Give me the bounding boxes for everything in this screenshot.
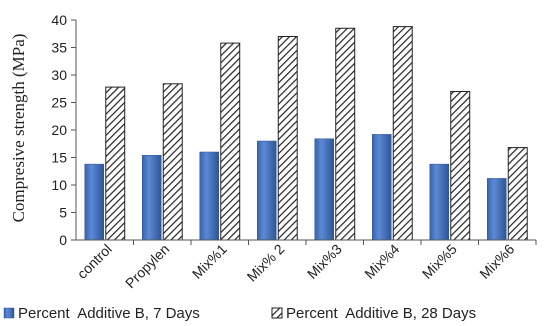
x-tick-label: Mix%1 — [189, 241, 230, 282]
x-tick-label: Mix%6 — [476, 241, 517, 282]
x-axis-labels: control Propylen Mix%1 Mix% 2 Mix%3 Mix%4 Mix%… — [74, 241, 518, 292]
bar-28-days — [105, 86, 126, 241]
bar-7-days — [314, 138, 334, 241]
bar-28-days — [220, 42, 241, 241]
y-tick-label: 15 — [51, 150, 67, 166]
x-tick-label: Propylen — [122, 241, 172, 291]
bar-7-days — [487, 178, 507, 241]
x-tick-label: Mix%3 — [304, 241, 345, 282]
y-tick-label: 5 — [59, 205, 67, 221]
y-tick-label: 10 — [51, 177, 67, 193]
x-tick-label: control — [74, 241, 115, 282]
bar-7-days — [84, 163, 105, 241]
y-tick-label: 25 — [51, 95, 67, 111]
bar-7-days — [429, 163, 449, 241]
bar-7-days — [372, 134, 392, 241]
legend: Percent Additive B, 7 Days Percent Addit… — [3, 305, 476, 322]
x-tick-label: Mix%4 — [361, 241, 402, 282]
x-tick-label: Mix%5 — [419, 241, 460, 282]
y-tick-label: 30 — [51, 67, 67, 83]
bars — [84, 26, 528, 241]
x-tick-label: Mix% 2 — [244, 241, 288, 285]
y-axis-title: Compresive strength (MPa) — [9, 34, 28, 223]
bar-28-days — [335, 27, 356, 241]
y-axis: 0 5 10 15 20 25 30 35 40 — [51, 12, 76, 248]
legend-label-7-days: Percent Additive B, 7 Days — [18, 305, 200, 322]
bar-7-days — [142, 155, 162, 241]
bar-28-days — [450, 91, 471, 241]
y-tick-label: 20 — [51, 122, 67, 138]
y-tick-label: 40 — [51, 12, 67, 28]
y-tick-label: 0 — [59, 232, 67, 248]
legend-swatch-28-days — [271, 307, 283, 319]
legend-swatch-7-days — [3, 307, 15, 319]
bar-28-days — [507, 147, 528, 241]
y-tick-label: 35 — [51, 40, 67, 56]
bar-7-days — [199, 151, 219, 241]
bar-28-days — [392, 26, 413, 241]
axes — [75, 20, 537, 245]
bar-28-days — [162, 83, 183, 241]
legend-label-28-days: Percent Additive B, 28 Days — [286, 305, 476, 322]
bar-28-days — [277, 36, 298, 241]
bar-7-days — [257, 140, 277, 241]
